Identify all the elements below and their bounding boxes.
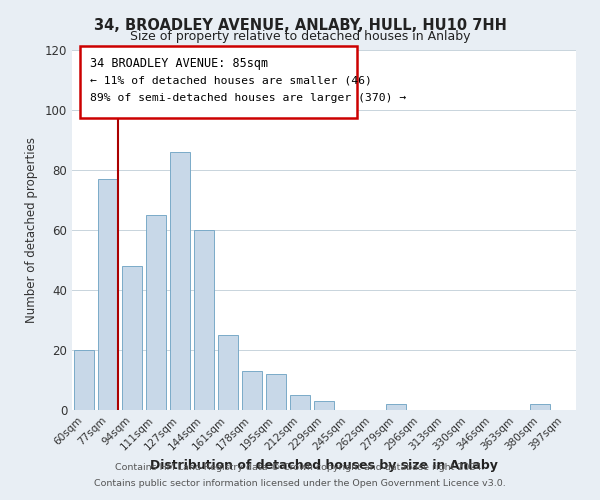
Bar [146, 215, 166, 410]
Bar [74, 350, 94, 410]
Text: Contains public sector information licensed under the Open Government Licence v3: Contains public sector information licen… [94, 478, 506, 488]
Bar [194, 230, 214, 410]
Bar [386, 404, 406, 410]
FancyBboxPatch shape [80, 46, 357, 118]
Text: 89% of semi-detached houses are larger (370) →: 89% of semi-detached houses are larger (… [89, 93, 406, 103]
Bar [170, 152, 190, 410]
Text: Size of property relative to detached houses in Anlaby: Size of property relative to detached ho… [130, 30, 470, 43]
Text: Contains HM Land Registry data © Crown copyright and database right 2024.: Contains HM Land Registry data © Crown c… [115, 464, 485, 472]
Bar [242, 371, 262, 410]
Bar [314, 401, 334, 410]
Bar [218, 335, 238, 410]
Bar [98, 179, 118, 410]
Text: ← 11% of detached houses are smaller (46): ← 11% of detached houses are smaller (46… [89, 75, 371, 85]
X-axis label: Distribution of detached houses by size in Anlaby: Distribution of detached houses by size … [150, 458, 498, 471]
Y-axis label: Number of detached properties: Number of detached properties [25, 137, 38, 323]
Bar [530, 404, 550, 410]
Bar [266, 374, 286, 410]
Text: 34 BROADLEY AVENUE: 85sqm: 34 BROADLEY AVENUE: 85sqm [89, 57, 268, 70]
Bar [122, 266, 142, 410]
Bar [290, 395, 310, 410]
Text: 34, BROADLEY AVENUE, ANLABY, HULL, HU10 7HH: 34, BROADLEY AVENUE, ANLABY, HULL, HU10 … [94, 18, 506, 32]
